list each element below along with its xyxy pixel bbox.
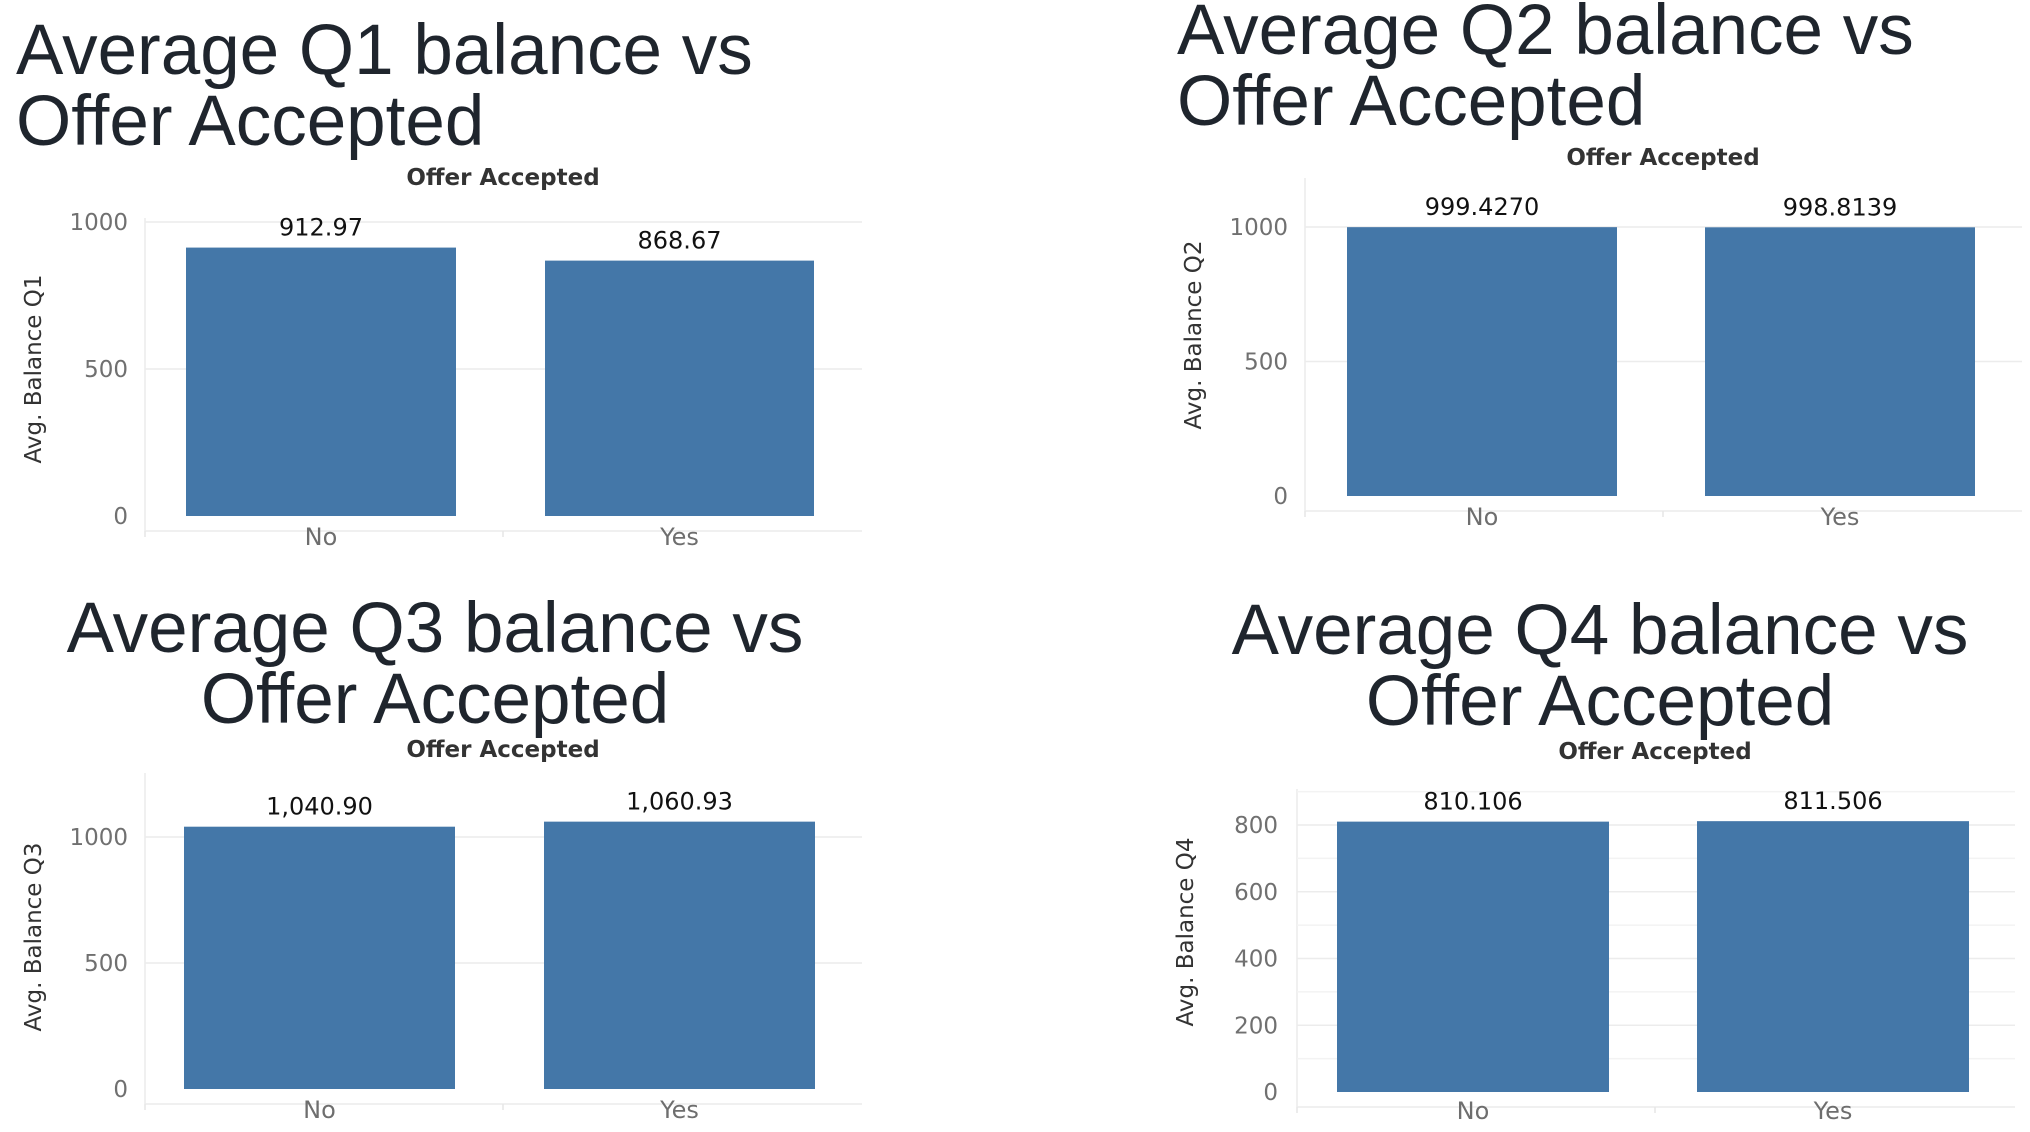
category-label: Yes	[659, 523, 699, 551]
y-tick-label: 500	[84, 951, 128, 977]
y-tick-label: 0	[113, 1077, 128, 1103]
y-axis-title: Avg. Balance Q3	[21, 843, 47, 1032]
chart-title: Average Q2 balance vs Offer Accepted	[1177, 0, 1914, 141]
data-label: 868.67	[638, 227, 722, 255]
y-axis-title: Avg. Balance Q2	[1181, 241, 1207, 430]
chart-title: Average Q3 balance vs Offer Accepted	[66, 589, 804, 739]
y-tick-label: 0	[113, 504, 128, 530]
category-label: No	[1457, 1097, 1490, 1125]
column-header: Offer Accepted	[406, 165, 600, 191]
bar-chart-q3: 0 500 1000 Avg. Balance Q3 1,040.90 No 1,060.9…	[21, 773, 862, 1124]
y-tick-label: 0	[1273, 484, 1288, 510]
category-label: No	[303, 1096, 336, 1124]
category-label: Yes	[1820, 503, 1860, 531]
data-label: 998.8139	[1783, 193, 1898, 221]
data-label: 1,040.90	[266, 793, 373, 821]
chart-panel-q1: Average Q1 balance vs Offer Accepted Off…	[0, 0, 1015, 566]
column-header: Offer Accepted	[1566, 145, 1760, 171]
chart-panel-q2: Average Q2 balance vs Offer Accepted Off…	[1015, 0, 2030, 566]
y-tick-label: 800	[1234, 813, 1278, 839]
bar-chart-q2: 0 500 1000 Avg. Balance Q2 999.4270 No 998.813…	[1181, 178, 2022, 531]
bar	[1697, 821, 1969, 1092]
y-axis-title: Avg. Balance Q1	[21, 275, 47, 464]
bar	[544, 821, 815, 1089]
data-label: 811.506	[1783, 787, 1882, 815]
y-axis-title: Avg. Balance Q4	[1173, 838, 1199, 1027]
y-tick-label: 500	[84, 357, 128, 383]
chart-title: Average Q1 balance vs Offer Accepted	[16, 11, 753, 161]
category-label: Yes	[1813, 1097, 1853, 1125]
y-tick-label: 200	[1234, 1013, 1278, 1039]
y-tick-label: 1000	[69, 825, 128, 851]
category-label: Yes	[659, 1096, 699, 1124]
column-header: Offer Accepted	[406, 737, 600, 763]
bar-chart-q4: 0 200 400 600 800 Avg. Balance Q4 810.106 No 811…	[1173, 787, 2015, 1125]
category-label: No	[305, 523, 338, 551]
data-label: 1,060.93	[626, 788, 733, 816]
bar	[545, 260, 814, 516]
data-label: 912.97	[279, 214, 363, 242]
bar	[1347, 227, 1617, 496]
data-label: 810.106	[1423, 788, 1522, 816]
chart-panel-q4: Average Q4 balance vs Offer Accepted Off…	[1015, 566, 2030, 1132]
bar	[186, 247, 456, 516]
chart-title: Average Q4 balance vs Offer Accepted	[1231, 591, 1969, 741]
bar	[1705, 227, 1975, 496]
y-tick-label: 1000	[69, 210, 128, 236]
y-tick-label: 600	[1234, 880, 1278, 906]
y-tick-label: 1000	[1229, 215, 1288, 241]
bar-chart-q1: 0 500 1000 Avg. Balance Q1 912.97 No 868.67 Yes	[21, 210, 862, 551]
category-label: No	[1466, 503, 1499, 531]
y-tick-label: 500	[1244, 350, 1288, 376]
y-tick-label: 400	[1234, 947, 1278, 973]
column-header: Offer Accepted	[1558, 739, 1752, 765]
data-label: 999.4270	[1425, 193, 1540, 221]
bar	[1337, 821, 1609, 1092]
y-tick-label: 0	[1263, 1080, 1278, 1106]
chart-panel-q3: Average Q3 balance vs Offer Accepted Off…	[0, 566, 1015, 1132]
bar	[184, 826, 455, 1089]
